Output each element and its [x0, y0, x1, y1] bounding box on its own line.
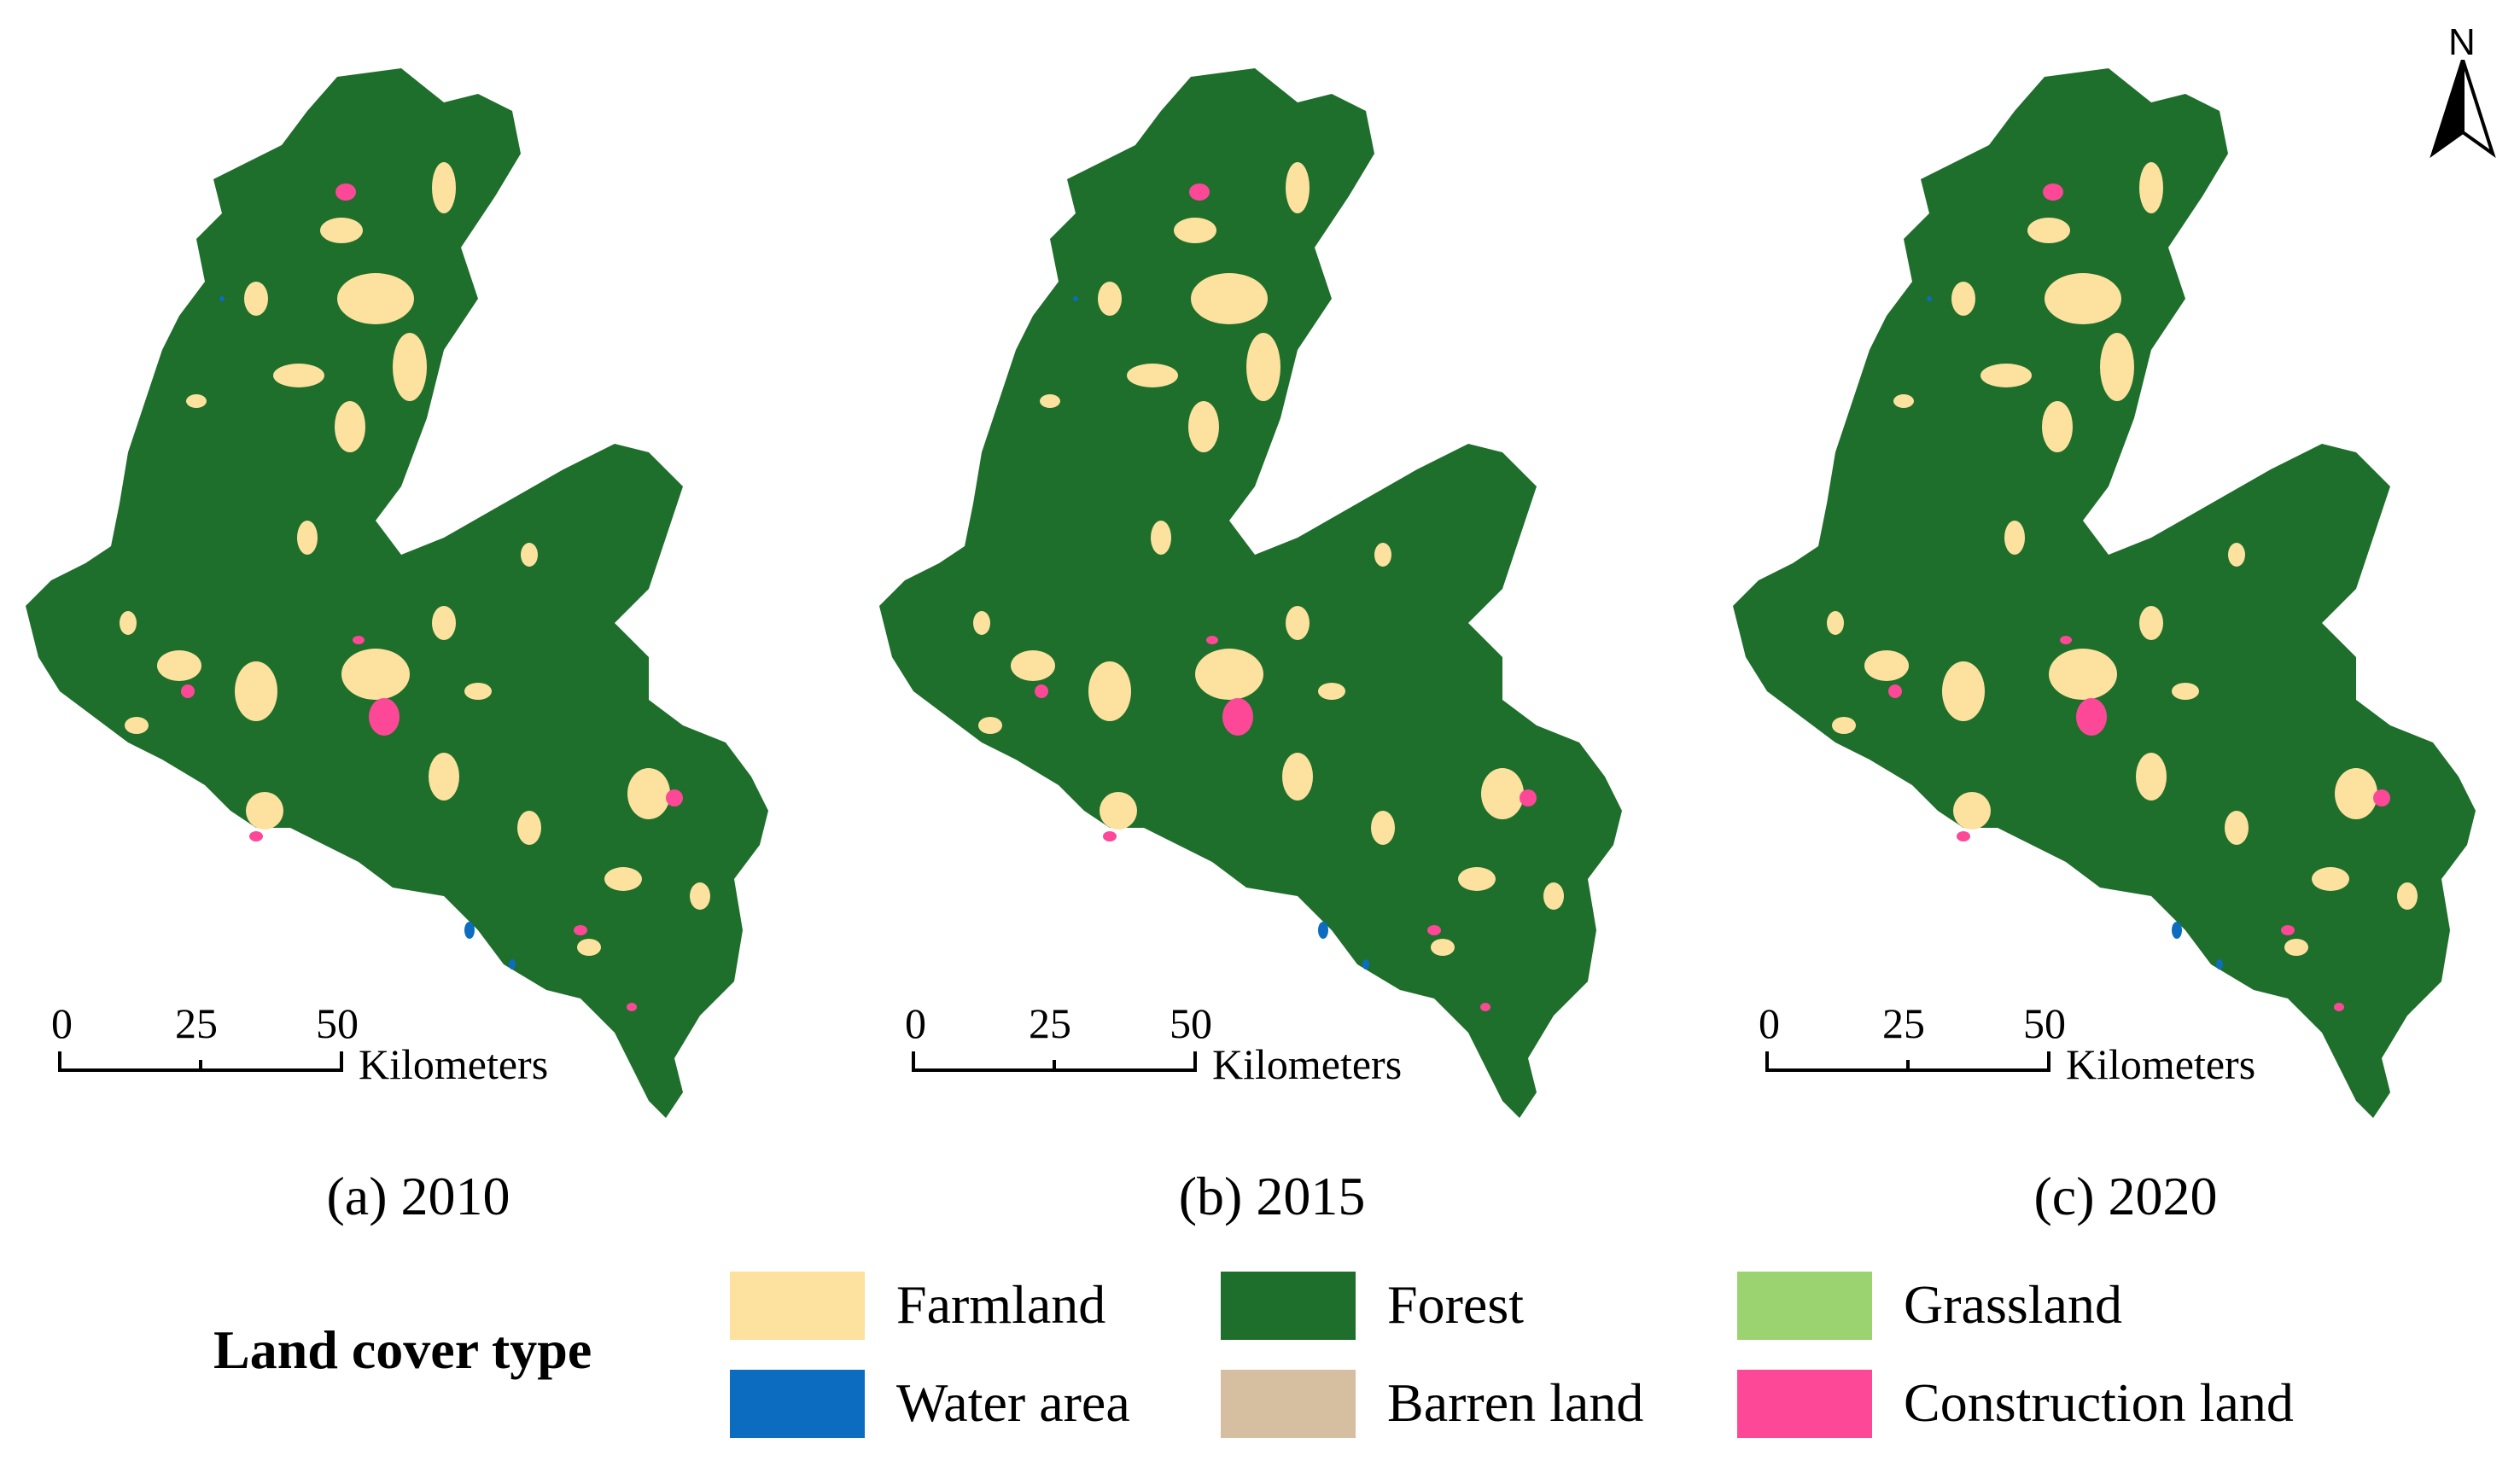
scale-unit: Kilometers — [359, 1040, 549, 1088]
legend-title: Land cover type — [213, 1319, 592, 1380]
scale-unit: Kilometers — [1212, 1040, 1403, 1088]
legend-label-grassland: Grassland — [1904, 1274, 2122, 1335]
legend-label-barren-land: Barren land — [1387, 1372, 1644, 1433]
land-cover-map-2020 — [1733, 68, 2476, 1118]
panel-caption-2015: (b) 2015 — [1178, 1166, 1366, 1226]
scale-tick-25: 25 — [175, 999, 218, 1047]
scale-tick-50: 50 — [2023, 999, 2066, 1047]
land-cover-map-2010 — [26, 68, 768, 1118]
scale-unit: Kilometers — [2066, 1040, 2256, 1088]
legend-swatch-grassland — [1737, 1272, 1872, 1340]
scalebar-2020: 0 25 50 Kilometers — [1759, 998, 2356, 1088]
map-panel-2010 — [0, 43, 837, 1152]
legend-label-water-area: Water area — [896, 1372, 1130, 1433]
legend-swatch-barren-land — [1221, 1370, 1356, 1438]
north-arrow-label: N — [2448, 21, 2476, 63]
legend-label-construction-land: Construction land — [1904, 1372, 2294, 1433]
panel-caption-2020: (c) 2020 — [2033, 1166, 2218, 1226]
scale-tick-25: 25 — [1029, 999, 1071, 1047]
scale-bar-line — [58, 1051, 343, 1072]
scale-tick-50: 50 — [316, 999, 359, 1047]
legend-label-forest: Forest — [1387, 1274, 1524, 1335]
north-arrow-icon — [2430, 60, 2496, 159]
panel-caption-2010: (a) 2010 — [326, 1166, 510, 1226]
legend-swatch-construction-land — [1737, 1370, 1872, 1438]
scale-tick-0: 0 — [905, 999, 926, 1047]
scalebar-2010: 0 25 50 Kilometers — [51, 998, 649, 1088]
scalebar-2015: 0 25 50 Kilometers — [905, 998, 1502, 1088]
scale-tick-0: 0 — [51, 999, 73, 1047]
scale-tick-25: 25 — [1882, 999, 1925, 1047]
scale-bar-line — [912, 1051, 1197, 1072]
map-panel-2015 — [854, 43, 1690, 1152]
legend-swatch-farmland — [730, 1272, 865, 1340]
map-panel-2020 — [1707, 43, 2520, 1152]
scale-tick-0: 0 — [1759, 999, 1780, 1047]
scale-tick-50: 50 — [1170, 999, 1212, 1047]
legend-swatch-water-area — [730, 1370, 865, 1438]
land-cover-map-2015 — [879, 68, 1622, 1118]
legend-swatch-forest — [1221, 1272, 1356, 1340]
legend-label-farmland: Farmland — [896, 1274, 1106, 1335]
scale-bar-line — [1765, 1051, 2050, 1072]
